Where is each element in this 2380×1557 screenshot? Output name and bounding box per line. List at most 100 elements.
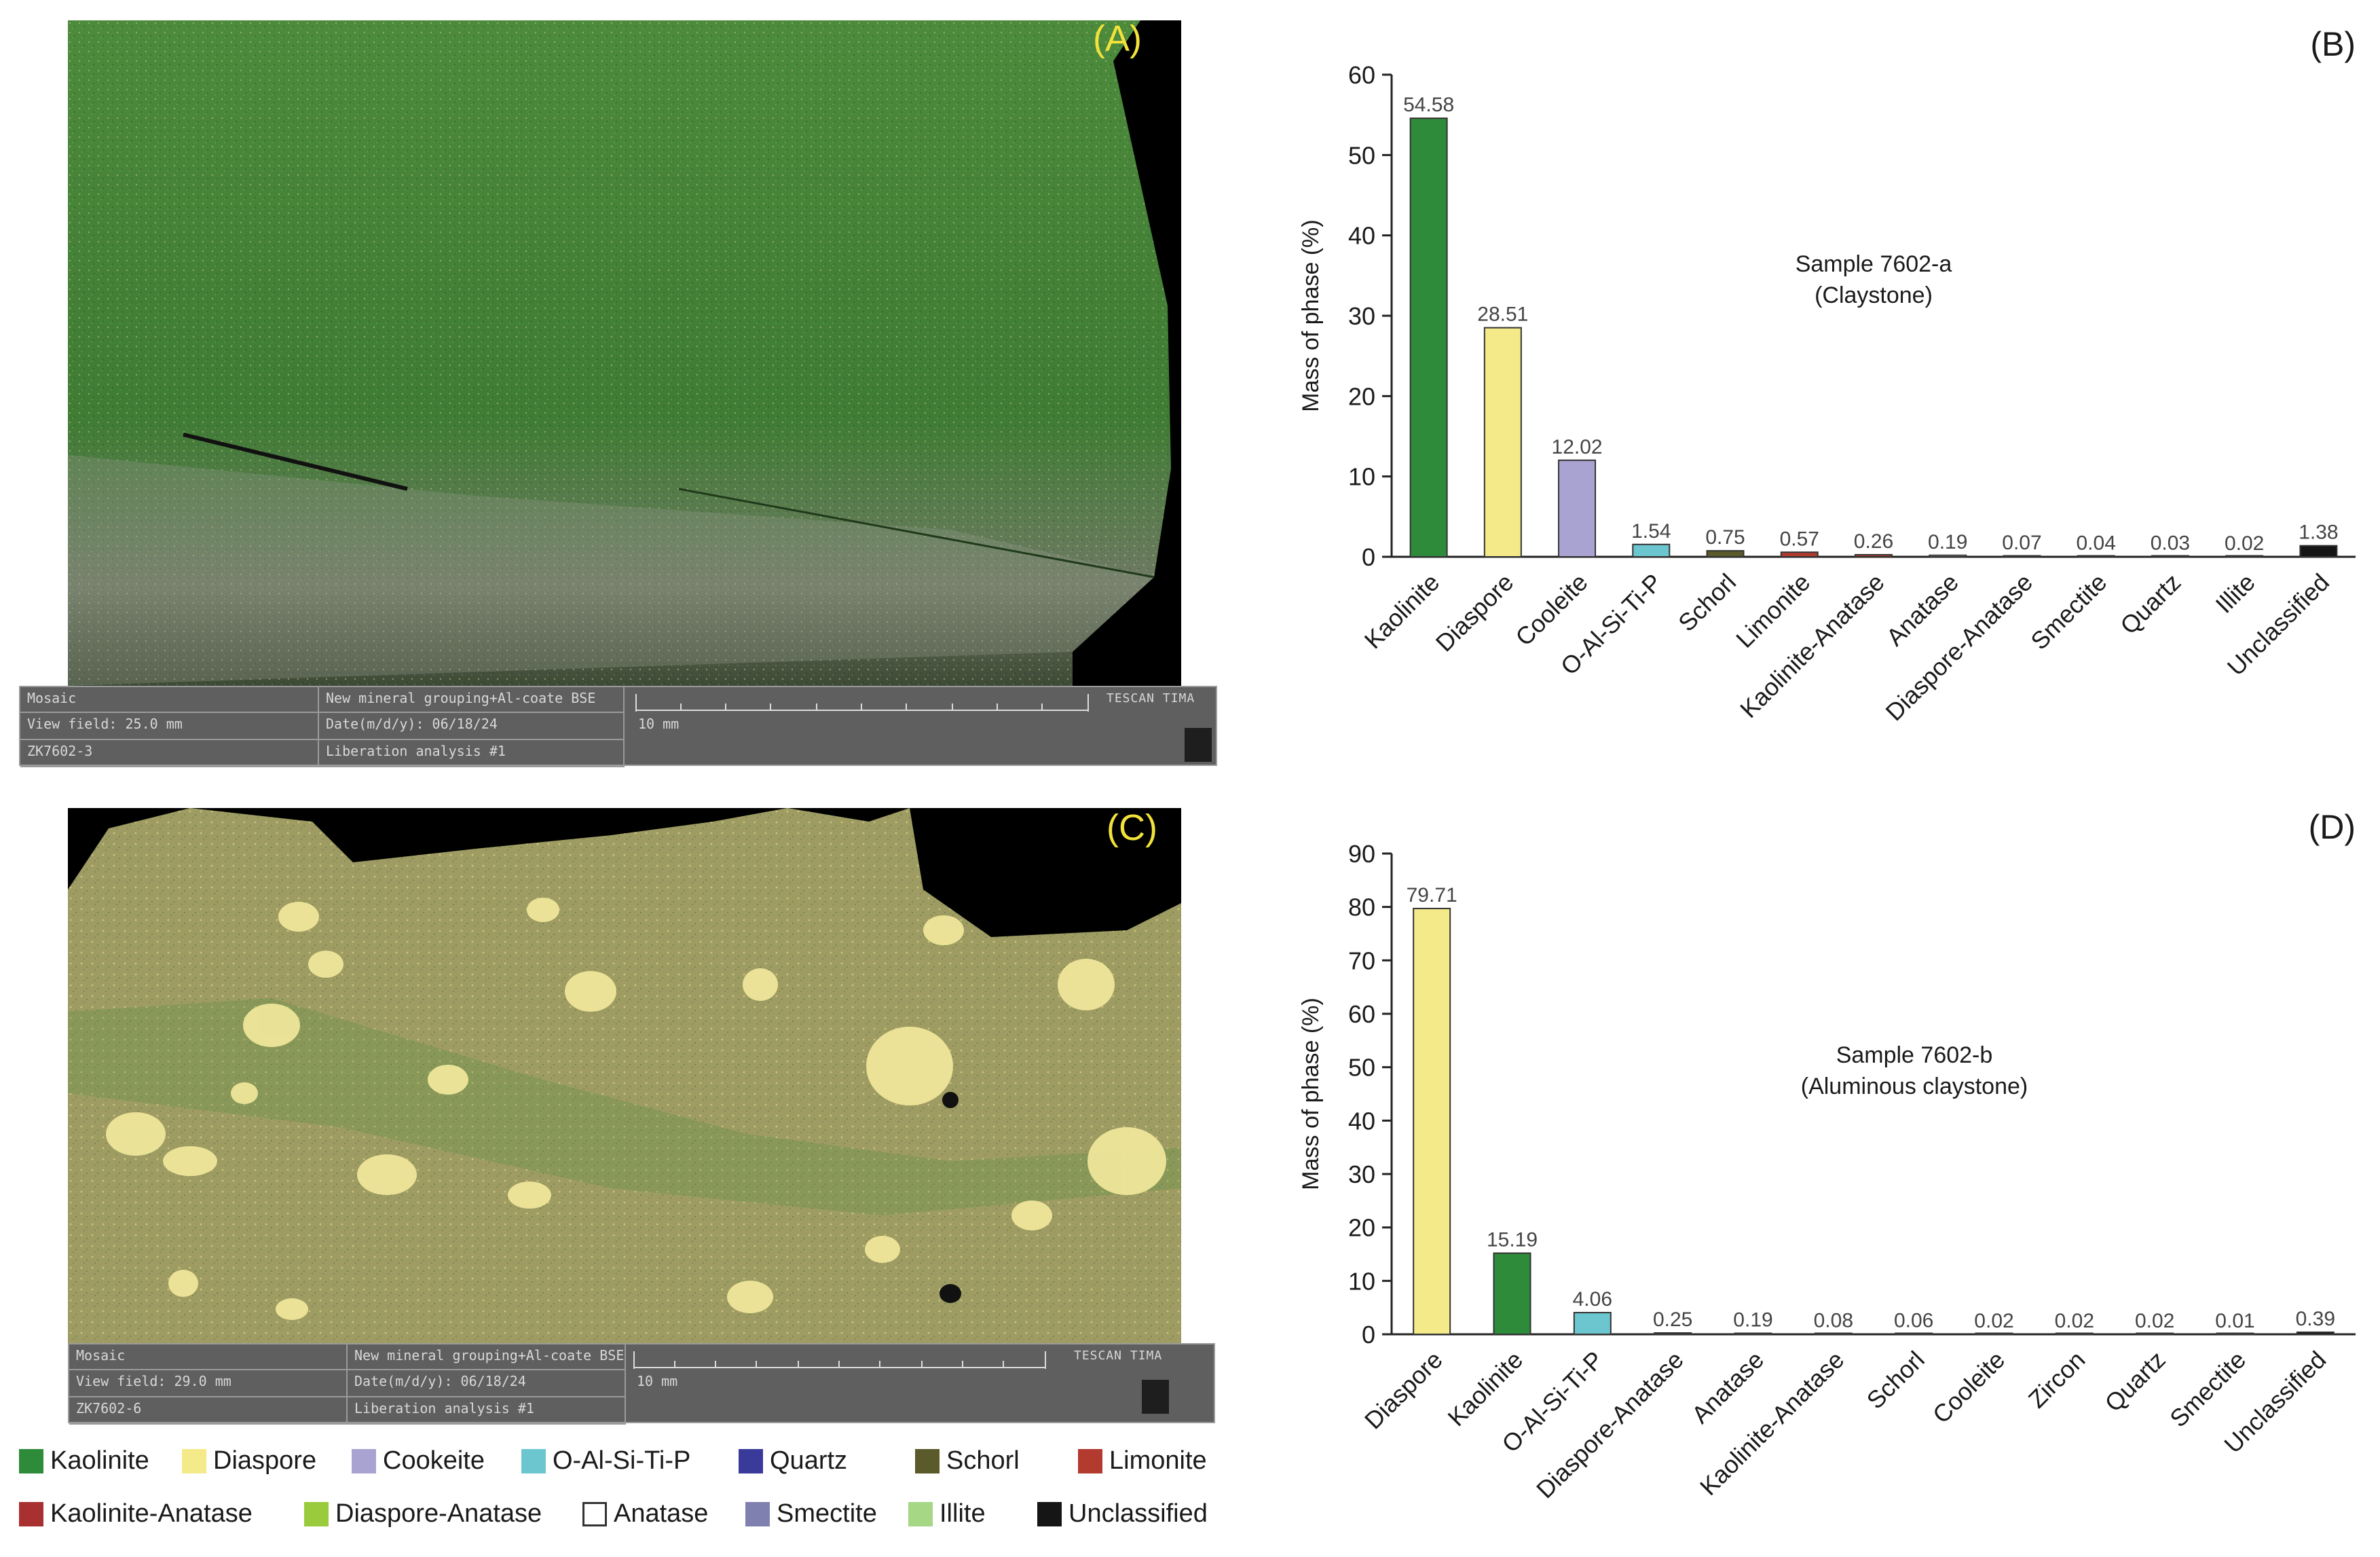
bar-cooleite xyxy=(1975,1332,2013,1335)
legend-swatch xyxy=(739,1448,763,1473)
tima-info-bar-a: Mosaic View field: 25.0 mm ZK7602-3 New … xyxy=(19,686,1217,767)
data-label: 0.02 xyxy=(1974,1310,2013,1332)
view-field: View field: 29.0 mm xyxy=(69,1370,348,1397)
y-tick-label: 40 xyxy=(1348,1107,1375,1135)
y-tick-label: 0 xyxy=(1362,543,1375,571)
mineral-map-a-graphic xyxy=(68,20,1181,686)
bar-diaspore xyxy=(1483,327,1522,557)
mosaic-label: Mosaic xyxy=(69,1344,348,1370)
legend-label: Schorl xyxy=(946,1446,1020,1475)
view-field: View field: 25.0 mm xyxy=(20,713,319,740)
bar-quartz xyxy=(2151,555,2189,557)
legend-item-schorl: Schorl xyxy=(915,1446,1020,1476)
bar-chart-b: 0 10 20 30 40 50 60 Mass of phase (%) 54.58 Kaoli… xyxy=(1298,25,2356,726)
y-tick-label: 20 xyxy=(1348,382,1375,410)
legend-item-smectite: Smectite xyxy=(745,1499,877,1528)
x-tick-label: Quartz xyxy=(2115,568,2186,640)
legend-swatch xyxy=(1078,1448,1102,1473)
x-tick-label: Diaspore xyxy=(1430,568,1519,657)
bar-cooleite xyxy=(1558,459,1597,557)
legend-item-diaspore: Diaspore xyxy=(182,1446,316,1476)
date-label: Date(m/d/y): 06/18/24 xyxy=(319,713,625,740)
legend-label: Limonite xyxy=(1109,1446,1207,1475)
scale-bar-a xyxy=(635,694,1089,712)
bar-unclassified xyxy=(2296,1331,2335,1336)
legend-item-kaolinite-anatase: Kaolinite-Anatase xyxy=(19,1499,253,1528)
bar-schorl xyxy=(1706,550,1745,557)
tima-logo-icon xyxy=(1185,728,1212,762)
legend-item-cookeite: Cookeite xyxy=(352,1446,485,1476)
y-tick-label: 40 xyxy=(1348,222,1375,250)
lithology-annotation: (Claystone) xyxy=(1815,282,1933,308)
legend-label: Kaolinite xyxy=(50,1446,149,1475)
y-tick-label: 10 xyxy=(1348,463,1375,491)
y-tick-label: 90 xyxy=(1348,840,1375,868)
analysis-label: Liberation analysis #1 xyxy=(348,1397,626,1425)
legend-label: O-Al-Si-Ti-P xyxy=(553,1446,691,1475)
y-tick-label: 70 xyxy=(1348,947,1375,974)
legend-swatch xyxy=(908,1501,933,1526)
sample-id: ZK7602-3 xyxy=(20,740,319,767)
bar-quartz xyxy=(2136,1332,2174,1335)
x-tick-label: Anatase xyxy=(1686,1346,1769,1429)
tima-info-bar-c: Mosaic View field: 29.0 mm ZK7602-6 New … xyxy=(68,1343,1215,1425)
bar-smectite xyxy=(2216,1332,2254,1335)
data-label: 0.02 xyxy=(2135,1310,2174,1332)
panel-label-a: (A) xyxy=(1093,20,1142,59)
bar-diaspore-anatase xyxy=(2003,555,2041,557)
y-axis-title: Mass of phase (%) xyxy=(1298,997,1324,1190)
sample-annotation: Sample 7602-b xyxy=(1836,1042,1993,1068)
bar-kaolinite xyxy=(1409,117,1448,558)
y-tick-label: 60 xyxy=(1348,1000,1375,1028)
legend-label: Diaspore xyxy=(213,1446,317,1475)
legend-item-o-al-si-ti-p: O-Al-Si-Ti-P xyxy=(521,1446,690,1476)
mosaic-label: Mosaic xyxy=(20,687,319,713)
bar-smectite xyxy=(2077,555,2115,557)
scale-bar-c xyxy=(633,1351,1046,1369)
mineral-legend: Kaolinite Diaspore Cookeite O-Al-Si-Ti-P Qua… xyxy=(19,1446,1241,1548)
data-label: 0.26 xyxy=(1854,530,1893,553)
legend-item-illite: Illite xyxy=(908,1499,986,1528)
y-tick-label: 30 xyxy=(1348,302,1375,330)
data-label: 0.07 xyxy=(2002,532,2041,554)
x-tick-label: Kaolinite xyxy=(1359,568,1445,655)
y-tick-label: 20 xyxy=(1348,1214,1375,1242)
legend-item-kaolinite: Kaolinite xyxy=(19,1446,149,1476)
scale-label: 10 mm xyxy=(637,1373,678,1389)
legend-swatch xyxy=(745,1501,770,1526)
legend-item-anatase: Anatase xyxy=(582,1499,708,1528)
grouping-label: New mineral grouping+Al-coate BSE xyxy=(348,1344,626,1370)
data-label: 0.19 xyxy=(1733,1309,1772,1332)
sample-annotation: Sample 7602-a xyxy=(1796,251,1952,277)
y-tick-label: 10 xyxy=(1348,1267,1375,1295)
bar-anatase xyxy=(1929,554,1967,557)
analysis-label: Liberation analysis #1 xyxy=(319,740,625,767)
legend-swatch xyxy=(352,1448,376,1473)
data-label: 1.54 xyxy=(1631,520,1671,543)
data-label: 0.75 xyxy=(1705,526,1745,549)
data-label: 12.02 xyxy=(1552,436,1603,458)
legend-item-limonite: Limonite xyxy=(1078,1446,1207,1476)
y-tick-label: 0 xyxy=(1362,1321,1375,1349)
bar-kaolinite xyxy=(1493,1252,1531,1335)
legend-label: Anatase xyxy=(614,1499,709,1528)
y-tick-label: 50 xyxy=(1348,141,1375,169)
data-label: 0.25 xyxy=(1653,1308,1692,1331)
x-tick-label: Smectite xyxy=(2025,568,2112,655)
legend-label: Quartz xyxy=(770,1446,848,1475)
bar-o-al-si-ti-p xyxy=(1632,543,1671,558)
x-tick-label: Illite xyxy=(2210,568,2261,619)
panel-label: (B) xyxy=(2310,25,2356,63)
bar-kaolinite-anatase xyxy=(1855,553,1893,558)
data-label: 0.08 xyxy=(1814,1309,1853,1332)
y-tick-label: 30 xyxy=(1348,1160,1375,1188)
legend-swatch xyxy=(19,1448,43,1473)
x-tick-label: Diaspore-Anatase xyxy=(1531,1346,1689,1504)
legend-item-quartz: Quartz xyxy=(739,1446,847,1476)
legend-label: Smectite xyxy=(777,1499,877,1528)
bar-diaspore xyxy=(1413,907,1451,1335)
bar-limonite xyxy=(1780,551,1819,558)
lithology-annotation: (Aluminous claystone) xyxy=(1801,1074,2028,1099)
data-label: 0.19 xyxy=(1928,531,1967,553)
data-label: 0.03 xyxy=(2151,532,2190,555)
